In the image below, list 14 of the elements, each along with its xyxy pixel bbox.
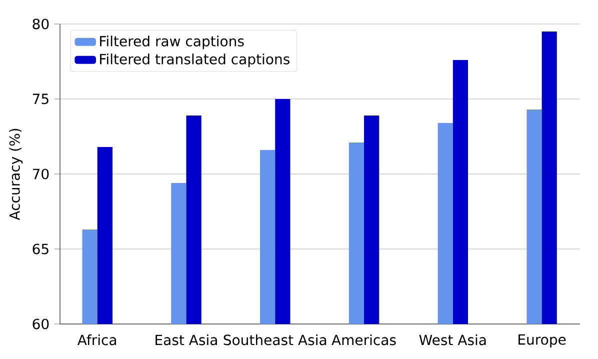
- y-tick-label: 60: [32, 318, 49, 330]
- x-tick-label: West Asia: [419, 334, 486, 346]
- x-tick-label: Americas: [332, 334, 396, 346]
- y-tick-label: 70: [32, 168, 49, 180]
- y-axis-title: Accuracy (%): [9, 128, 23, 220]
- legend-label: Filtered translated captions: [100, 54, 290, 68]
- legend-label: Filtered raw captions: [100, 36, 244, 50]
- y-tick-label: 80: [32, 18, 49, 30]
- y-tick-label: 65: [32, 244, 48, 254]
- x-tick-label: Europe: [518, 334, 566, 348]
- x-tick-label: Southeast Asia: [224, 334, 326, 346]
- x-tick-label: East Asia: [156, 334, 217, 346]
- x-tick-label: Africa: [77, 334, 116, 346]
- y-tick-label: 75: [32, 94, 48, 104]
